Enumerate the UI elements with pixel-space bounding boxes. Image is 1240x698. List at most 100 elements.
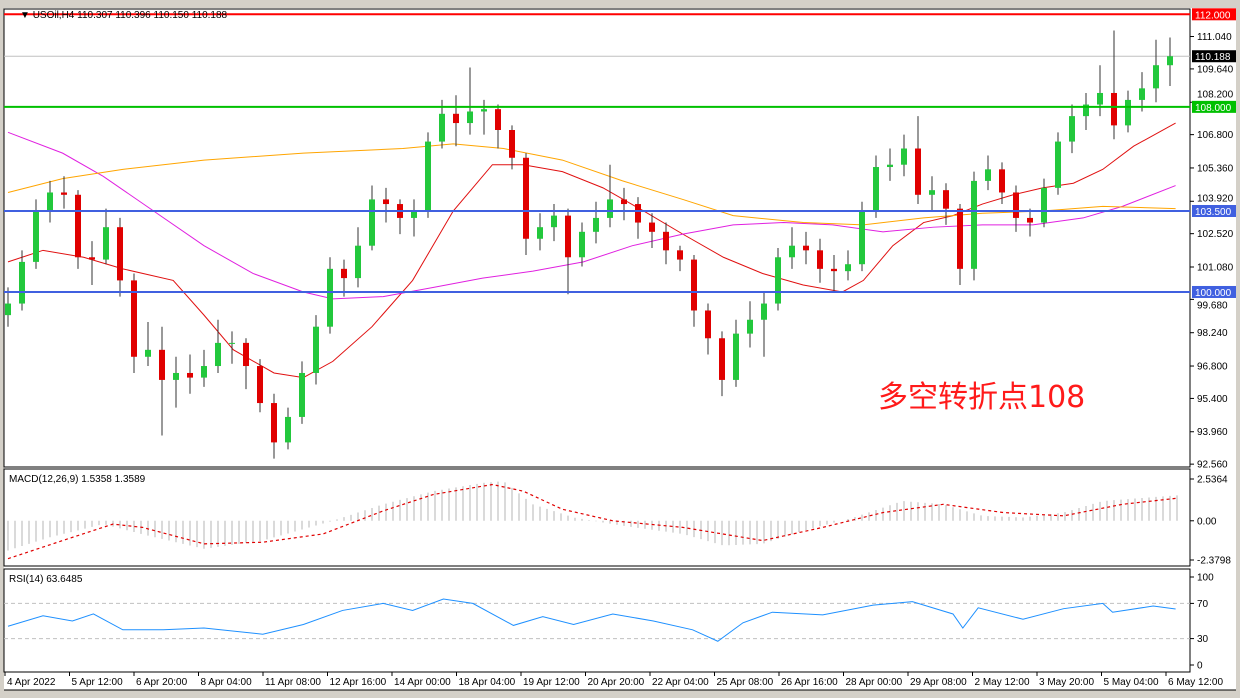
candle-body: [607, 199, 613, 218]
candle-body: [1153, 65, 1159, 89]
symbol-label: USOil,H4: [32, 10, 75, 21]
price-tick-label: 98.240: [1197, 328, 1228, 339]
price-tick-label: 92.560: [1197, 460, 1228, 471]
candle-body: [19, 261, 25, 304]
candle-body: [887, 164, 893, 168]
candle-body: [733, 333, 739, 380]
candle-body: [593, 217, 599, 232]
candle-body: [761, 303, 767, 320]
price-tick-label: 103.920: [1197, 193, 1234, 204]
candle-body: [243, 342, 249, 367]
candle-body: [551, 215, 557, 228]
candle-body: [509, 130, 515, 158]
rsi-tick-label: 30: [1197, 634, 1209, 645]
candle-body: [1041, 187, 1047, 223]
candle-body: [215, 342, 221, 367]
time-tick-label: 14 Apr 00:00: [394, 677, 451, 688]
candle-body: [61, 192, 67, 195]
candle-body: [929, 190, 935, 195]
time-tick-label: 5 Apr 12:00: [72, 677, 124, 688]
candle-body: [425, 141, 431, 211]
chart-header: ▼ USOil,H4 110.307 110.396 110.150 110.1…: [20, 10, 227, 21]
rsi-line: [7, 598, 1176, 642]
level-price-label: 100.000: [1195, 288, 1232, 299]
level-price-label: 112.000: [1195, 10, 1231, 21]
price-tick-label: 93.960: [1197, 427, 1228, 438]
level-price-badge: [1192, 204, 1236, 217]
price-tick-label: 105.360: [1197, 163, 1234, 174]
chart-background: [4, 8, 1236, 690]
price-tick-label: 111.040: [1197, 32, 1232, 43]
candle-body: [677, 250, 683, 260]
candle-body: [635, 204, 641, 223]
price-tick-label: 108.200: [1197, 89, 1234, 100]
time-tick-label: 11 Apr 08:00: [265, 677, 321, 688]
candle-body: [383, 199, 389, 205]
price-tick-label: 95.400: [1197, 394, 1228, 405]
candle-body: [481, 109, 487, 112]
candle-body: [817, 250, 823, 269]
candle-body: [859, 210, 865, 265]
candle-body: [719, 338, 725, 380]
time-tick-label: 4 Apr 2022: [7, 677, 56, 688]
candle-body: [453, 113, 459, 124]
time-tick-label: 19 Apr 12:00: [523, 677, 580, 688]
candle-body: [565, 215, 571, 258]
window-bottom-bar: [0, 691, 1240, 698]
time-tick-label: 25 Apr 08:00: [717, 677, 774, 688]
candle-body: [663, 231, 669, 251]
candle-body: [411, 210, 417, 218]
level-price-badge: [1192, 8, 1236, 21]
time-tick-label: 29 Apr 08:00: [910, 677, 967, 688]
rsi-tick-label: 0: [1197, 661, 1203, 672]
collapse-triangle-icon[interactable]: ▼: [20, 10, 33, 21]
price-tick-label: 99.680: [1197, 300, 1228, 311]
candle-body: [789, 245, 795, 258]
candle-body: [439, 113, 445, 142]
candle-body: [691, 259, 697, 311]
candle-body: [495, 109, 501, 130]
candle-body: [1027, 217, 1033, 223]
ohlc-readout: 110.307 110.396 110.150 110.188: [77, 10, 228, 21]
candle-body: [1167, 56, 1173, 66]
macd-tick-label: -2.3798: [1197, 556, 1231, 567]
candle-body: [957, 208, 963, 269]
candle-body: [649, 222, 655, 232]
price-tick-label: 102.520: [1197, 229, 1234, 240]
time-tick-label: 3 May 20:00: [1039, 677, 1094, 688]
candle-body: [1055, 141, 1061, 188]
time-tick-label: 22 Apr 04:00: [652, 677, 709, 688]
annotation-text: 多空转折点108: [878, 380, 1086, 415]
time-tick-label: 20 Apr 20:00: [588, 677, 645, 688]
time-tick-label: 6 May 12:00: [1168, 677, 1223, 688]
current-price-label: 110.188: [1195, 52, 1231, 63]
candle-body: [103, 227, 109, 260]
price-tick-label: 101.080: [1197, 262, 1234, 273]
candle-body: [187, 372, 193, 378]
candle-body: [299, 372, 305, 417]
level-price-label: 108.000: [1195, 103, 1232, 114]
candle-body: [327, 268, 333, 327]
candle-body: [705, 310, 711, 339]
candle-body: [145, 349, 151, 357]
price-tick-label: 96.800: [1197, 362, 1228, 373]
rsi-title: RSI(14) 63.6485: [9, 574, 83, 585]
rsi-tick-label: 70: [1197, 599, 1209, 610]
candle-body: [47, 192, 53, 211]
candle-body: [201, 366, 207, 378]
time-tick-label: 2 May 12:00: [975, 677, 1030, 688]
time-tick-label: 26 Apr 16:00: [781, 677, 838, 688]
level-price-badge: [1192, 100, 1236, 113]
time-tick-label: 12 Apr 16:00: [330, 677, 387, 688]
candle-body: [999, 169, 1005, 193]
candle-body: [131, 280, 137, 357]
candle-body: [173, 372, 179, 380]
moving-average-line: [7, 143, 1176, 226]
level-price-badge: [1192, 285, 1236, 298]
candle-body: [523, 157, 529, 239]
candle-body: [1125, 99, 1131, 126]
candle-body: [1069, 116, 1075, 142]
level-price-label: 103.500: [1195, 207, 1232, 218]
moving-average-line: [7, 131, 1176, 300]
